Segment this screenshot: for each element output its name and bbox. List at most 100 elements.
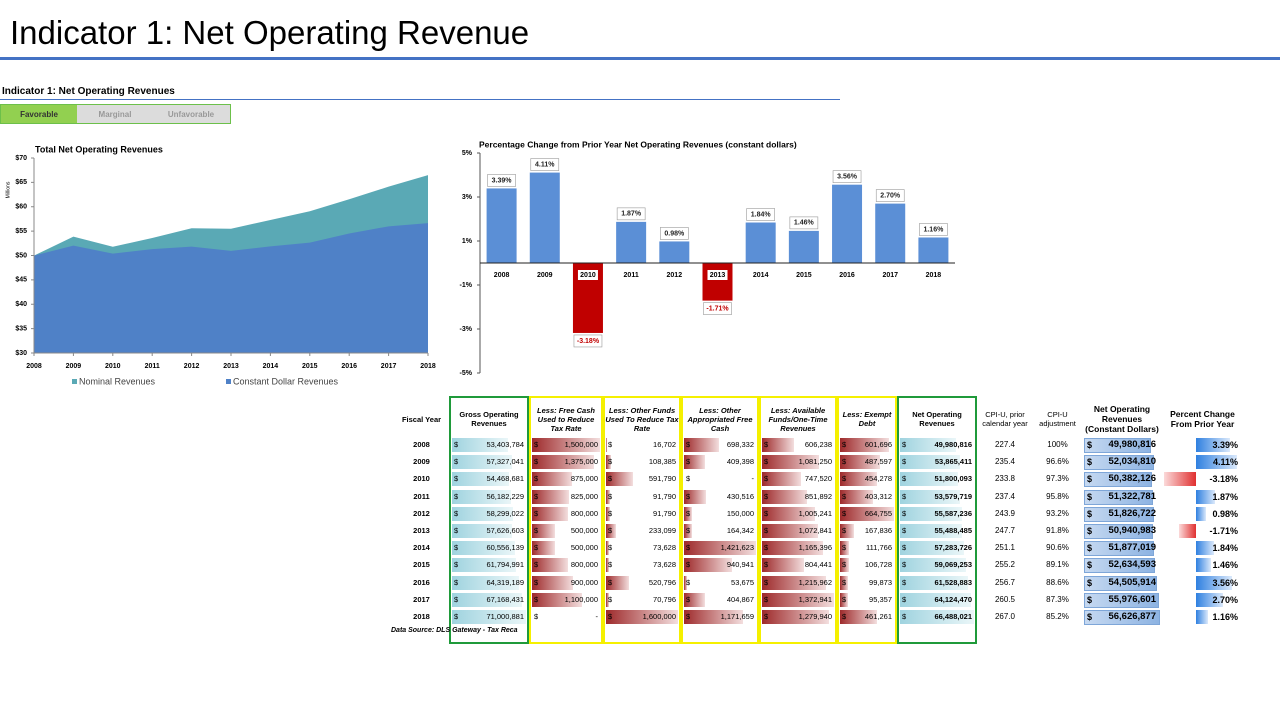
table-cell: 57,283,726 <box>934 543 972 553</box>
table-cell: 2015 <box>413 560 430 570</box>
rating-1: Marginal <box>77 105 153 123</box>
value-label: -3.18% <box>577 338 600 345</box>
currency-symbol: $ <box>842 612 847 621</box>
table-cell: 51,800,093 <box>934 474 972 484</box>
table-cell: 108,385 <box>648 457 676 467</box>
cell-bar <box>762 506 815 521</box>
table-cell: 500,000 <box>570 526 598 535</box>
category-label-box <box>707 270 728 280</box>
cell-bar <box>840 541 850 556</box>
value-label-box <box>746 208 775 221</box>
table-cell: 233.8 <box>994 474 1016 484</box>
table-cell: 2014 <box>413 543 430 553</box>
value-label: 1.46% <box>794 220 815 227</box>
table-cell: 67,168,431 <box>486 594 524 604</box>
table-cell: 87.3% <box>1046 594 1069 604</box>
currency-symbol: $ <box>902 560 907 570</box>
value-label-box <box>832 170 862 183</box>
cell-bar <box>1196 592 1223 607</box>
cell-bar <box>900 524 962 538</box>
currency-symbol: $ <box>608 560 613 570</box>
value-label: -1.71% <box>706 305 729 312</box>
cell-bar <box>606 506 611 521</box>
bar <box>875 203 906 263</box>
cell-bar <box>606 558 610 573</box>
table-cell: 51,877,019 <box>1108 542 1156 554</box>
cell-bar <box>684 455 705 470</box>
table-cell: 1,081,250 <box>798 457 832 467</box>
cell-bar <box>840 592 848 607</box>
value-label-box <box>703 302 732 315</box>
currency-symbol: $ <box>1087 491 1093 502</box>
subtitle-rule <box>0 99 840 100</box>
table-cell: 235.4 <box>994 457 1016 467</box>
currency-symbol: $ <box>842 543 847 553</box>
currency-symbol: $ <box>902 543 907 553</box>
legend-swatch <box>226 379 231 384</box>
chart-title: Percentage Change from Prior Year Net Op… <box>479 139 797 149</box>
currency-symbol: $ <box>764 594 769 604</box>
table-cell: 59,069,253 <box>934 560 972 570</box>
currency-symbol: $ <box>534 526 539 535</box>
cell-bar <box>1084 592 1160 608</box>
currency-symbol: $ <box>686 543 691 553</box>
y-axis-label: Millions <box>5 181 11 198</box>
y-tick-label: $70 <box>15 155 27 162</box>
table-cell: 1,100,000 <box>564 594 598 604</box>
table-cell: 51,322,781 <box>1108 490 1156 502</box>
column-frame <box>681 396 759 644</box>
table-cell: 1.84% <box>1212 543 1238 554</box>
table-cell: 1.16% <box>1212 612 1238 622</box>
value-label-box <box>616 207 646 221</box>
table-cell: 260.5 <box>994 594 1016 604</box>
table-cell: 1,171,659 <box>720 612 754 621</box>
cell-bar <box>452 524 513 538</box>
subtitle: Indicator 1: Net Operating Revenues <box>2 86 175 97</box>
cell-bar <box>684 610 744 624</box>
x-tick-label: 2017 <box>882 272 898 279</box>
table-cell: 875,000 <box>570 474 598 484</box>
x-tick-label: 2008 <box>26 363 42 370</box>
bar <box>529 172 560 263</box>
bar <box>486 188 517 263</box>
chart-title: Total Net Operating Revenues <box>35 144 163 154</box>
cell-bar <box>1084 455 1154 471</box>
currency-symbol: $ <box>842 594 847 604</box>
currency-symbol: $ <box>1087 526 1093 536</box>
currency-symbol: $ <box>764 612 769 621</box>
column-header: Net Operating Revenues (Constant Dollars… <box>1085 403 1159 435</box>
cell-bar <box>1084 524 1153 539</box>
cell-bar <box>1164 472 1196 487</box>
cell-bar <box>762 438 794 452</box>
table-cell: 64,319,189 <box>486 577 524 587</box>
table-cell: -1.71% <box>1209 526 1238 536</box>
table-cell: 1,215,962 <box>798 577 832 587</box>
table-cell: 800,000 <box>570 508 598 518</box>
table-cell: -3.18% <box>1209 474 1238 485</box>
cell-bar <box>452 489 511 504</box>
currency-symbol: $ <box>454 560 459 570</box>
cell-bar <box>762 610 830 624</box>
table-cell: 106,728 <box>864 560 892 570</box>
legend-label: Constant Dollar Revenues <box>233 376 339 386</box>
table-cell: 100% <box>1047 440 1068 449</box>
table-cell: 487,597 <box>864 457 892 467</box>
cell-bar <box>452 455 512 470</box>
table-cell: 2008 <box>413 440 430 449</box>
cell-bar <box>532 541 555 556</box>
cell-bar <box>1084 541 1154 557</box>
table-cell: 53,865,411 <box>934 457 972 467</box>
bar <box>702 263 733 301</box>
currency-symbol: $ <box>608 612 613 621</box>
cell-bar <box>762 541 824 556</box>
y-tick-label: $50 <box>15 252 27 259</box>
cell-bar <box>1084 610 1160 625</box>
cell-bar <box>606 575 630 590</box>
currency-symbol: $ <box>534 612 539 621</box>
cell-bar <box>762 558 805 573</box>
table-cell: 57,626,603 <box>486 526 524 535</box>
cell-bar <box>900 541 964 556</box>
cell-bar <box>1196 506 1206 521</box>
cell-bar <box>762 575 826 590</box>
